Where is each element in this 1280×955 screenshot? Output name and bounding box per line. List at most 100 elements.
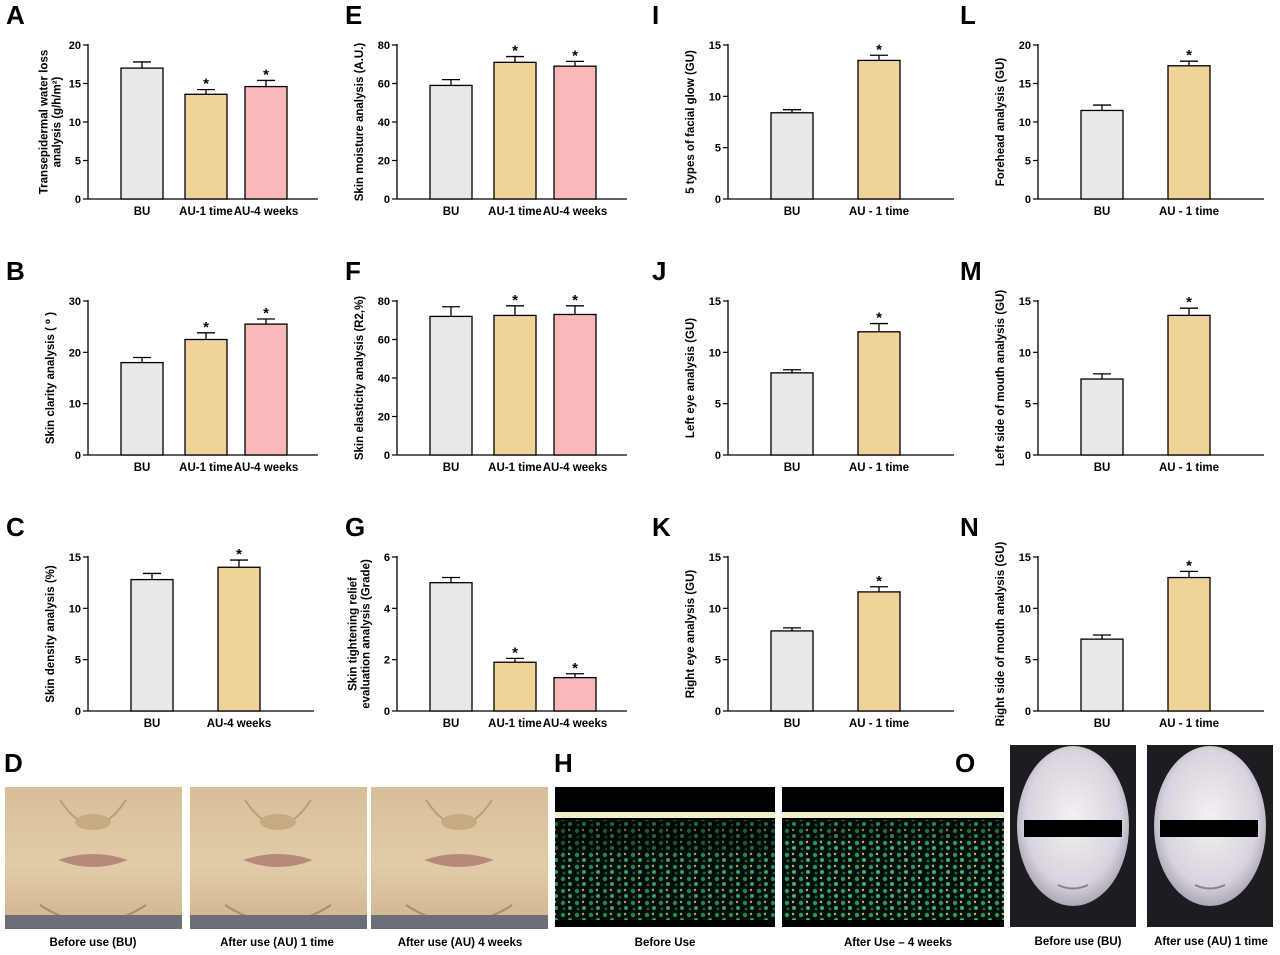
bar-bu (770, 630, 814, 712)
bar-bu (429, 84, 473, 200)
chart-K: K Right eye analysis (GU) 0 5 10 15 BU * AU - 1 … (652, 512, 954, 730)
y-axis-label-line: Skin elasticity analysis (R2,%) (354, 296, 366, 460)
significance-marker: * (512, 644, 518, 661)
ultrasound-before (555, 787, 775, 927)
y-axis-label: Forehead analysis (GU) (995, 58, 1007, 187)
x-category-label: AU-1 time (179, 206, 233, 218)
y-tick-label: 5 (1025, 156, 1031, 168)
y-tick-label: 40 (378, 373, 390, 385)
y-tick-label: 10 (69, 603, 81, 615)
bar-au-1-time (857, 59, 901, 200)
chart-J: J Left eye analysis (GU) 0 5 10 15 BU * AU - 1 t… (652, 256, 954, 474)
bar-au-4-weeks (553, 676, 597, 712)
x-category-label: AU-4 weeks (543, 462, 608, 474)
panel-label-N: N (960, 512, 979, 542)
x-category-label: AU-4 weeks (543, 206, 608, 218)
caption-D-1: Before use (BU) (50, 937, 137, 949)
y-tick-label: 15 (709, 40, 721, 52)
y-axis-label-line: analysis (g/h/m²) (52, 76, 64, 167)
caption-O-1: Before use (BU) (1035, 936, 1122, 948)
y-tick-label: 15 (709, 552, 721, 564)
y-axis-label-line: Left side of mouth analysis (GU) (995, 290, 1007, 467)
y-tick-label: 80 (378, 40, 390, 52)
panel-label-O: O (955, 748, 975, 778)
panel-label-H: H (554, 748, 573, 778)
y-tick-label: 10 (709, 347, 721, 359)
y-tick-label: 15 (69, 552, 81, 564)
y-tick-label: 0 (1025, 450, 1031, 462)
panel-label-C: C (6, 512, 25, 542)
y-axis-label-line: Transepidermal water loss (39, 50, 51, 194)
x-category-label: BU (784, 206, 801, 218)
bar-au-1-time (1167, 314, 1211, 456)
y-axis-label: Skin density analysis (%) (45, 565, 57, 703)
y-axis-label: Left eye analysis (GU) (685, 318, 697, 438)
x-category-label: BU (134, 206, 151, 218)
x-category-label: AU - 1 time (849, 718, 909, 730)
significance-marker: * (876, 573, 882, 590)
y-tick-label: 20 (378, 156, 390, 168)
y-tick-label: 20 (378, 412, 390, 424)
y-tick-label: 15 (1019, 79, 1031, 91)
panel-label-J: J (652, 256, 666, 286)
bar-au-1-time (184, 338, 228, 456)
chart-N: N Right side of mouth analysis (GU) 0 5 10 15… (960, 512, 1264, 730)
panel-label-K: K (652, 512, 671, 542)
y-axis-label-line: Right eye analysis (GU) (685, 570, 697, 699)
y-tick-label: 5 (715, 143, 721, 155)
y-axis-label: Right eye analysis (GU) (685, 570, 697, 699)
y-tick-label: 0 (1025, 194, 1031, 206)
y-tick-label: 2 (384, 655, 390, 667)
significance-marker: * (236, 546, 242, 563)
x-category-label: AU-4 weeks (543, 718, 608, 730)
y-tick-label: 5 (75, 156, 81, 168)
significance-marker: * (1186, 47, 1192, 64)
y-tick-label: 10 (69, 399, 81, 411)
significance-marker: * (876, 310, 882, 327)
y-tick-label: 0 (384, 194, 390, 206)
x-category-label: BU (134, 462, 151, 474)
panel-H: H Before Use After Use – 4 weeks (554, 748, 1004, 949)
y-axis-label-line: Skin clarity analysis ( ⁰ ) (45, 312, 57, 444)
y-axis-label-line: Left eye analysis (GU) (685, 318, 697, 438)
significance-marker: * (876, 41, 882, 58)
y-tick-label: 10 (709, 91, 721, 103)
photo-D-after-1-time (190, 787, 367, 929)
y-tick-label: 15 (69, 79, 81, 91)
caption-H-1: Before Use (635, 937, 696, 949)
x-category-label: BU (1094, 718, 1111, 730)
significance-marker: * (512, 43, 518, 60)
chart-A: A Transepidermal water loss analysis (g/h/… (6, 0, 318, 218)
caption-D-2: After use (AU) 1 time (220, 937, 334, 949)
y-axis-label: Skin elasticity analysis (R2,%) (354, 296, 366, 460)
significance-marker: * (263, 66, 269, 83)
y-axis-label-line: Skin tightening relief (348, 577, 360, 691)
caption-H-2: After Use – 4 weeks (844, 937, 952, 949)
y-axis-label-line: Right side of mouth analysis (GU) (995, 542, 1007, 727)
x-category-label: AU-1 time (488, 718, 542, 730)
y-tick-label: 10 (69, 117, 81, 129)
x-category-label: BU (443, 718, 460, 730)
y-tick-label: 10 (1019, 117, 1031, 129)
chart-I: I 5 types of facial glow (GU) 0 5 10 15 BU * AU … (652, 0, 954, 218)
bar-au-4-weeks (217, 566, 261, 712)
caption-D-3: After use (AU) 4 weeks (398, 937, 523, 949)
x-category-label: AU-4 weeks (234, 206, 299, 218)
x-category-label: AU - 1 time (849, 206, 909, 218)
x-category-label: AU-4 weeks (234, 462, 299, 474)
y-tick-label: 20 (1019, 40, 1031, 52)
y-tick-label: 0 (384, 706, 390, 718)
bar-au-4-weeks (553, 65, 597, 200)
bar-au-1-time (857, 591, 901, 712)
chart-E: E Skin moisture analysis (A.U.) 0 20 40 60 80 B… (345, 0, 627, 218)
panel-label-D: D (4, 748, 23, 778)
significance-marker: * (572, 47, 578, 64)
bar-bu (120, 67, 164, 200)
chart-C: C Skin density analysis (%) 0 5 10 15 BU * AU-4 … (6, 512, 314, 730)
chart-M: M Left side of mouth analysis (GU) 0 5 10 15 B… (960, 256, 1264, 474)
chart-F: F Skin elasticity analysis (R2,%) 0 20 40 60 8… (345, 256, 627, 474)
x-category-label: BU (443, 206, 460, 218)
y-axis-label: Skin moisture analysis (A.U.) (354, 43, 366, 202)
x-category-label: BU (1094, 462, 1111, 474)
face-photo-after (1147, 745, 1273, 927)
